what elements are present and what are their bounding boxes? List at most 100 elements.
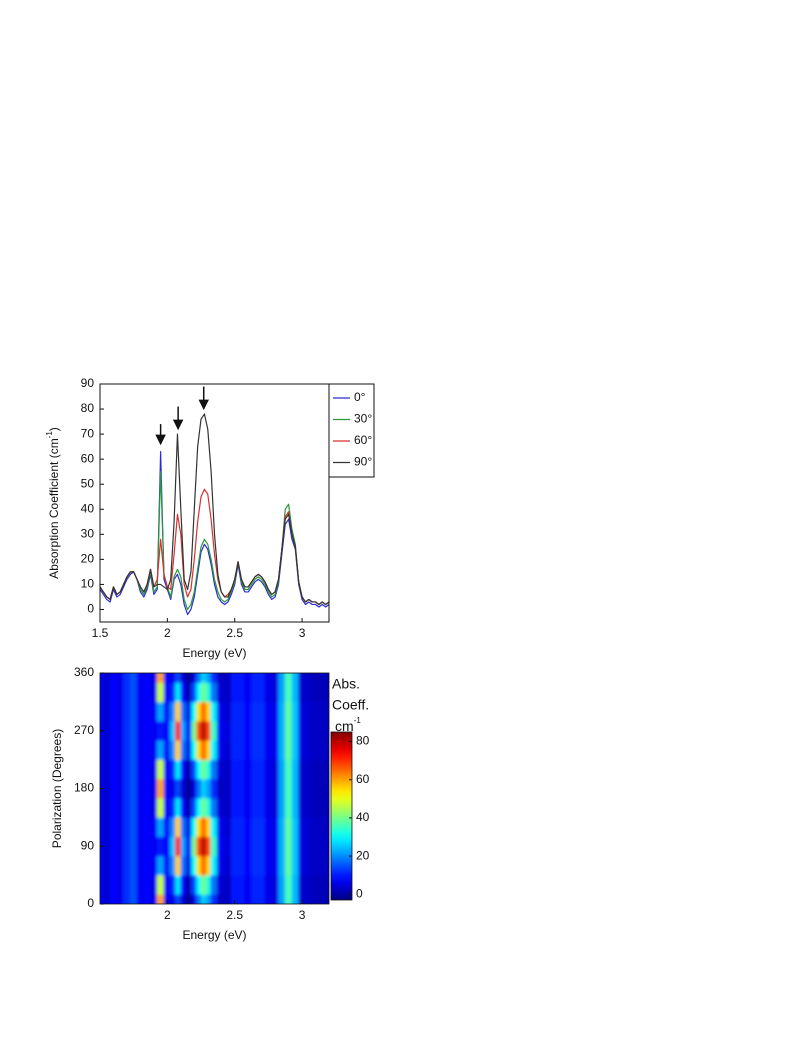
heatmap-cell [143, 673, 151, 683]
heatmap-cell [284, 855, 293, 876]
heatmap-cell [185, 701, 192, 722]
heatmap-cell [130, 817, 138, 837]
heatmap-cell [191, 836, 197, 857]
y-axis-label-part: ) [47, 427, 61, 431]
heatmap-cell [163, 682, 171, 703]
heatmap-cell [130, 894, 138, 904]
heatmap-cell [185, 874, 192, 895]
heatmap-cell [175, 855, 182, 876]
heatmap-cell [169, 759, 176, 780]
heatmap-cell [237, 740, 246, 760]
colorbar-tick-label: 80 [356, 734, 370, 748]
y-tick-label: 90 [81, 376, 95, 390]
heatmap-cell [109, 740, 118, 760]
heatmap-cell [210, 673, 218, 683]
heatmap-cell [305, 720, 313, 741]
heatmap-cell [318, 894, 326, 904]
heatmap-cell [210, 797, 218, 818]
heatmap-cell [163, 759, 171, 780]
heatmap-cell [150, 855, 158, 876]
heatmap-cell [210, 894, 218, 904]
heatmap-cell [325, 874, 329, 895]
heatmap-cell [257, 874, 266, 895]
heatmap-cell [196, 682, 202, 703]
heatmap-cell [201, 836, 207, 857]
heatmap-cell [150, 701, 158, 722]
heatmap-cell [278, 759, 286, 780]
heatmap-cell [205, 720, 212, 741]
heatmap-cell [116, 797, 124, 818]
heatmap-cell [123, 836, 131, 857]
heatmap-cell [216, 855, 225, 876]
heatmap-cell [224, 673, 232, 683]
heatmap-cell [201, 759, 207, 780]
heatmap-cell [325, 701, 329, 722]
heatmap-cell [136, 682, 145, 703]
heatmap-cell [311, 874, 320, 895]
x-tick-label: 2 [164, 626, 171, 640]
heatmap-cell [291, 682, 299, 703]
heatmap-cell [136, 759, 145, 780]
axes-box [99, 383, 330, 623]
heatmap-cell [311, 682, 320, 703]
heatmap-cell [150, 759, 158, 780]
heatmap-cell [201, 817, 207, 837]
heatmap-cell [311, 797, 320, 818]
heatmap-cell [201, 701, 207, 722]
heatmap-cell [298, 836, 306, 857]
heatmap-cell [136, 778, 145, 799]
heatmap-cell [224, 720, 232, 741]
heatmap-cell [180, 797, 187, 818]
y-tick-label: 30 [81, 526, 95, 540]
heatmap-cell [143, 874, 151, 895]
heatmap-cell [231, 874, 239, 895]
x-tick-label: 2.5 [226, 626, 243, 640]
heatmap-cell [175, 817, 182, 837]
heatmap-cell [210, 701, 218, 722]
heatmap-cell [123, 720, 131, 741]
heatmap-cell [231, 797, 239, 818]
heatmap-cell [191, 682, 197, 703]
heatmap-cell [205, 874, 212, 895]
heatmap-cell [305, 797, 313, 818]
heatmap-cell [201, 797, 207, 818]
heatmap-cell [136, 701, 145, 722]
heatmap-cell [130, 759, 138, 780]
heatmap-cell [231, 778, 239, 799]
heatmap-cell [163, 874, 171, 895]
heatmap-cell [180, 673, 187, 683]
heatmap-cell [298, 855, 306, 876]
heatmap-cell [109, 701, 118, 722]
heatmap-cell [271, 701, 279, 722]
heatmap-cell [244, 759, 252, 780]
heatmap-cell [109, 894, 118, 904]
heatmap-cell [185, 797, 192, 818]
heatmap-cell [231, 759, 239, 780]
y-tick-label: 360 [74, 665, 94, 679]
heatmap-cell [163, 836, 171, 857]
heatmap-cell [205, 836, 212, 857]
heatmap-cell [216, 778, 225, 799]
heatmap-cell [205, 894, 212, 904]
heatmap-clip [100, 673, 329, 904]
heatmap-cell [156, 720, 165, 741]
heatmap-cell [150, 817, 158, 837]
heatmap-cell [116, 778, 124, 799]
heatmap-cell [196, 778, 202, 799]
heatmap-cell [298, 673, 306, 683]
heatmap-cell [257, 817, 266, 837]
y-tick-label: 50 [81, 476, 95, 490]
heatmap-cell [169, 874, 176, 895]
heatmap-cell [257, 682, 266, 703]
heatmap-cell [231, 720, 239, 741]
heatmap-cell [205, 673, 212, 683]
heatmap-cell [136, 720, 145, 741]
heatmap-cell [237, 701, 246, 722]
heatmap-cell [244, 720, 252, 741]
x-tick-label: 3 [299, 908, 306, 922]
heatmap-cell [264, 682, 273, 703]
heatmap-cell [251, 720, 259, 741]
heatmap-cell [123, 673, 131, 683]
heatmap-cell [150, 740, 158, 760]
